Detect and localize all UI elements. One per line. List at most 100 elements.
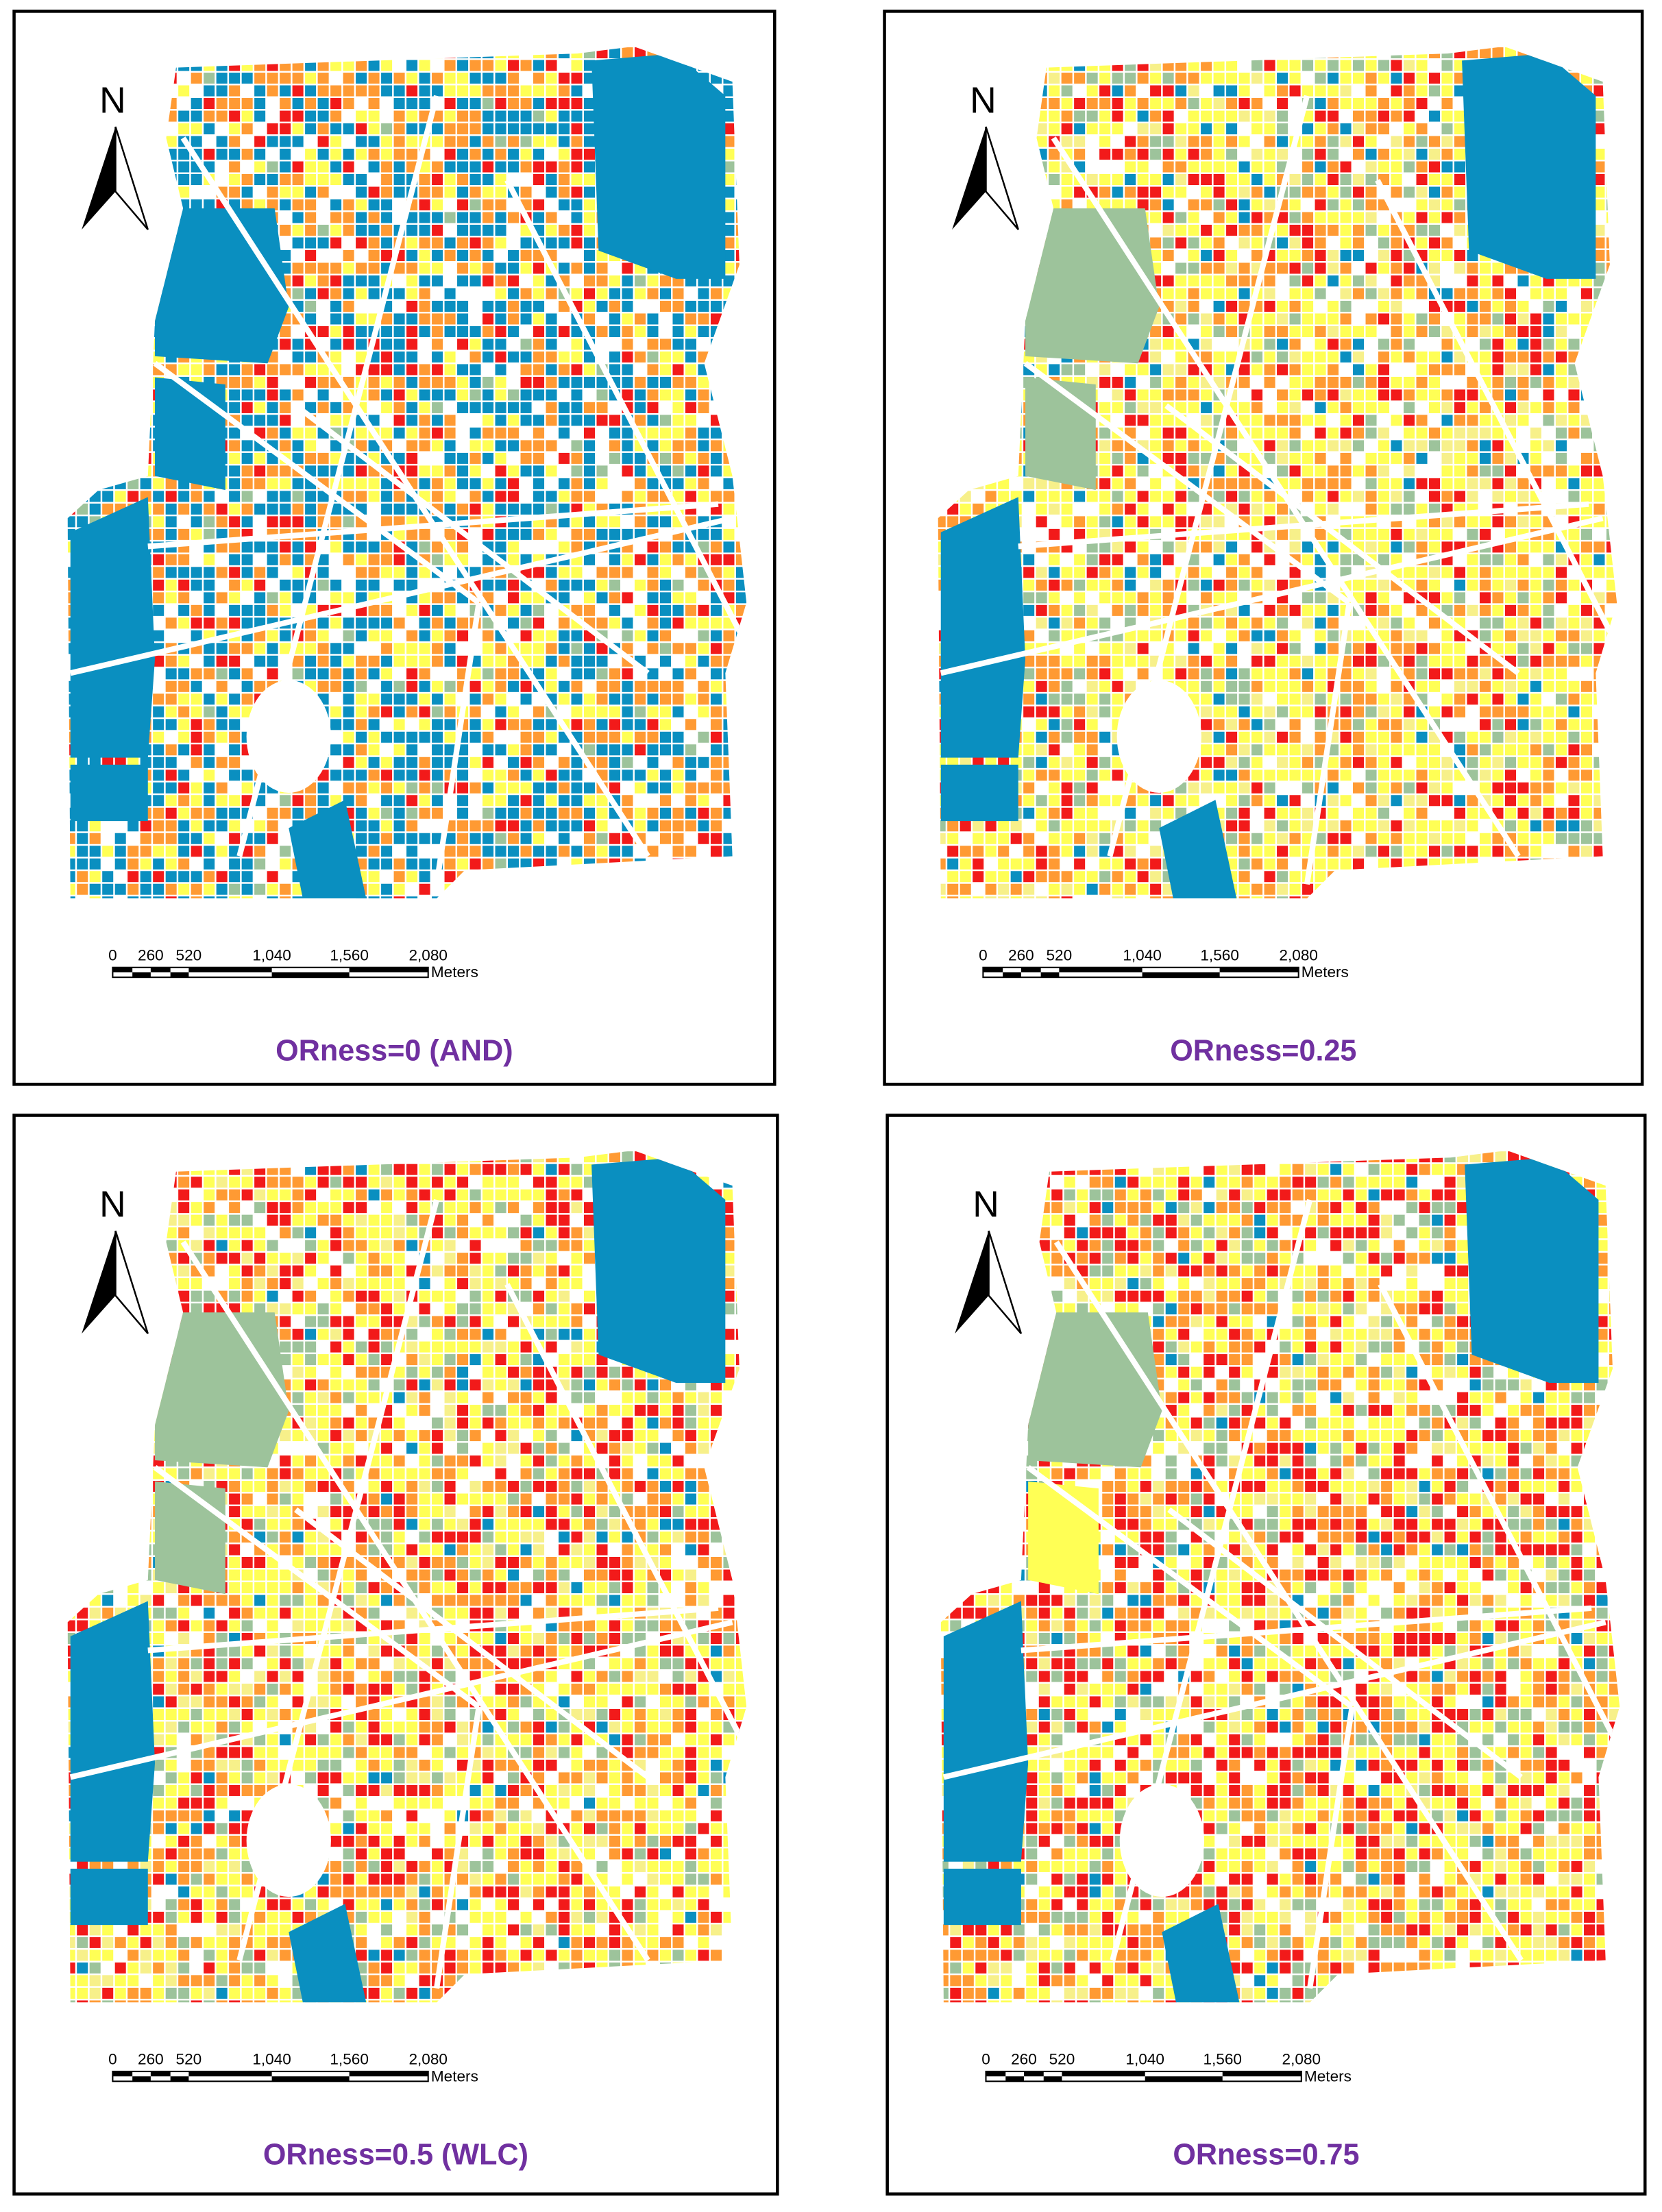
parcel bbox=[1340, 60, 1352, 71]
parcel bbox=[368, 883, 380, 895]
parcel bbox=[406, 883, 418, 895]
parcel bbox=[1328, 199, 1339, 211]
parcel bbox=[571, 833, 583, 844]
parcel bbox=[343, 262, 354, 274]
parcel bbox=[1454, 85, 1466, 97]
parcel bbox=[584, 795, 596, 807]
parcel bbox=[672, 807, 684, 819]
parcel bbox=[584, 199, 596, 211]
parcel bbox=[571, 237, 583, 249]
parcel bbox=[254, 630, 266, 641]
parcel bbox=[381, 110, 393, 122]
parcel bbox=[1391, 300, 1402, 312]
parcel bbox=[622, 668, 633, 680]
road bbox=[433, 602, 482, 885]
parcel bbox=[533, 503, 545, 515]
parcel bbox=[178, 630, 190, 641]
parcel bbox=[698, 668, 709, 680]
parcel bbox=[1289, 186, 1301, 198]
parcel bbox=[520, 440, 532, 452]
parcel bbox=[432, 73, 443, 84]
parcel bbox=[1302, 173, 1314, 186]
parcel bbox=[546, 85, 557, 97]
parcel bbox=[698, 389, 709, 401]
parcel bbox=[1049, 123, 1060, 135]
parcel bbox=[647, 288, 659, 299]
parcel bbox=[229, 807, 241, 819]
parcel bbox=[1061, 98, 1073, 110]
parcel bbox=[1175, 249, 1187, 261]
parcel bbox=[495, 503, 506, 515]
parcel bbox=[393, 782, 405, 794]
parcel bbox=[520, 60, 532, 71]
parcel bbox=[710, 693, 722, 705]
parcel bbox=[432, 136, 443, 147]
parcel bbox=[305, 364, 317, 376]
parcel bbox=[609, 402, 621, 413]
parcel bbox=[330, 199, 342, 211]
parcel bbox=[584, 389, 596, 401]
parcel bbox=[698, 655, 709, 667]
parcel bbox=[559, 782, 570, 794]
parcel bbox=[508, 491, 520, 502]
parcel bbox=[1328, 73, 1339, 84]
parcel bbox=[406, 782, 418, 794]
parcel bbox=[216, 98, 228, 110]
parcel bbox=[305, 452, 317, 464]
parcel bbox=[1175, 199, 1187, 211]
parcel bbox=[343, 313, 354, 325]
parcel bbox=[520, 136, 532, 147]
parcel bbox=[723, 567, 735, 578]
parcel bbox=[559, 630, 570, 641]
parcel bbox=[343, 617, 354, 629]
parcel bbox=[508, 630, 520, 641]
scale-label: 1,560 bbox=[330, 947, 369, 964]
parcel bbox=[520, 617, 532, 629]
parcel bbox=[317, 491, 329, 502]
parcel bbox=[1086, 149, 1098, 160]
parcel bbox=[1328, 98, 1339, 110]
parcel bbox=[508, 452, 520, 464]
parcel bbox=[267, 896, 278, 899]
parcel bbox=[406, 871, 418, 883]
parcel bbox=[432, 541, 443, 553]
parcel bbox=[204, 871, 215, 883]
parcel bbox=[1378, 262, 1390, 274]
parcel bbox=[444, 186, 456, 198]
parcel bbox=[153, 820, 164, 832]
parcel bbox=[280, 592, 291, 604]
parcel bbox=[1086, 85, 1098, 97]
parcel bbox=[1302, 262, 1314, 274]
parcel bbox=[254, 149, 266, 160]
parcel bbox=[710, 655, 722, 667]
parcel bbox=[609, 325, 621, 337]
parcel bbox=[1213, 199, 1225, 211]
parcel bbox=[609, 719, 621, 730]
parcel bbox=[672, 668, 684, 680]
parcel bbox=[1441, 136, 1453, 147]
parcel bbox=[622, 693, 633, 705]
parcel bbox=[634, 275, 646, 286]
parcel bbox=[723, 173, 735, 186]
parcel bbox=[533, 440, 545, 452]
parcel bbox=[241, 110, 253, 122]
parcel bbox=[469, 224, 481, 236]
parcel bbox=[432, 617, 443, 629]
parcel bbox=[1175, 161, 1187, 173]
parcel bbox=[533, 136, 545, 147]
parcel bbox=[419, 807, 430, 819]
parcel bbox=[469, 339, 481, 350]
parcel bbox=[114, 833, 126, 844]
parcel bbox=[495, 339, 506, 350]
parcel bbox=[1429, 60, 1441, 71]
parcel bbox=[1365, 249, 1377, 261]
parcel bbox=[609, 491, 621, 502]
parcel bbox=[609, 680, 621, 692]
parcel bbox=[622, 300, 633, 312]
parcel bbox=[343, 478, 354, 489]
parcel bbox=[381, 807, 393, 819]
parcel bbox=[178, 770, 190, 781]
parcel bbox=[495, 173, 506, 186]
parcel bbox=[444, 719, 456, 730]
parcel bbox=[1213, 98, 1225, 110]
